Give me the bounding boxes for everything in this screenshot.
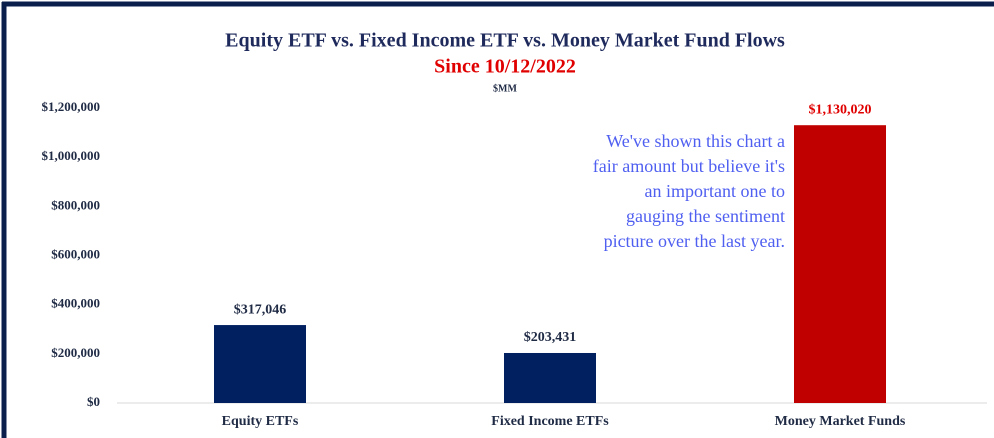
x-tick-label: Fixed Income ETFs [491,414,609,429]
x-tick-label: Equity ETFs [222,414,299,429]
y-tick-label: $600,000 [51,246,100,261]
bar [504,352,596,403]
annotation: picture over the last year. [604,231,785,251]
chart-subtitle: Since 10/12/2022 [434,56,576,78]
value-label: $317,046 [234,302,287,317]
y-tick-label: $0 [87,394,100,409]
y-tick-label: $800,000 [51,197,100,212]
y-tick-label: $1,200,000 [42,99,101,114]
annotation: fair amount but believe it's [593,156,785,176]
chart-title: Equity ETF vs. Fixed Income ETF vs. Mone… [225,30,785,52]
y-tick-label: $1,000,000 [42,148,101,163]
x-tick-label: Money Market Funds [775,414,906,429]
bar [214,325,306,403]
value-label: $1,130,020 [809,102,872,117]
y-tick-label: $200,000 [51,345,100,360]
annotation: gauging the sentiment [626,206,785,226]
unit-label: $MM [493,83,517,94]
annotation: We've shown this chart a [606,131,785,151]
bar [794,125,886,403]
annotation: an important one to [645,181,785,201]
value-label: $203,431 [524,330,577,345]
y-tick-label: $400,000 [51,296,100,311]
